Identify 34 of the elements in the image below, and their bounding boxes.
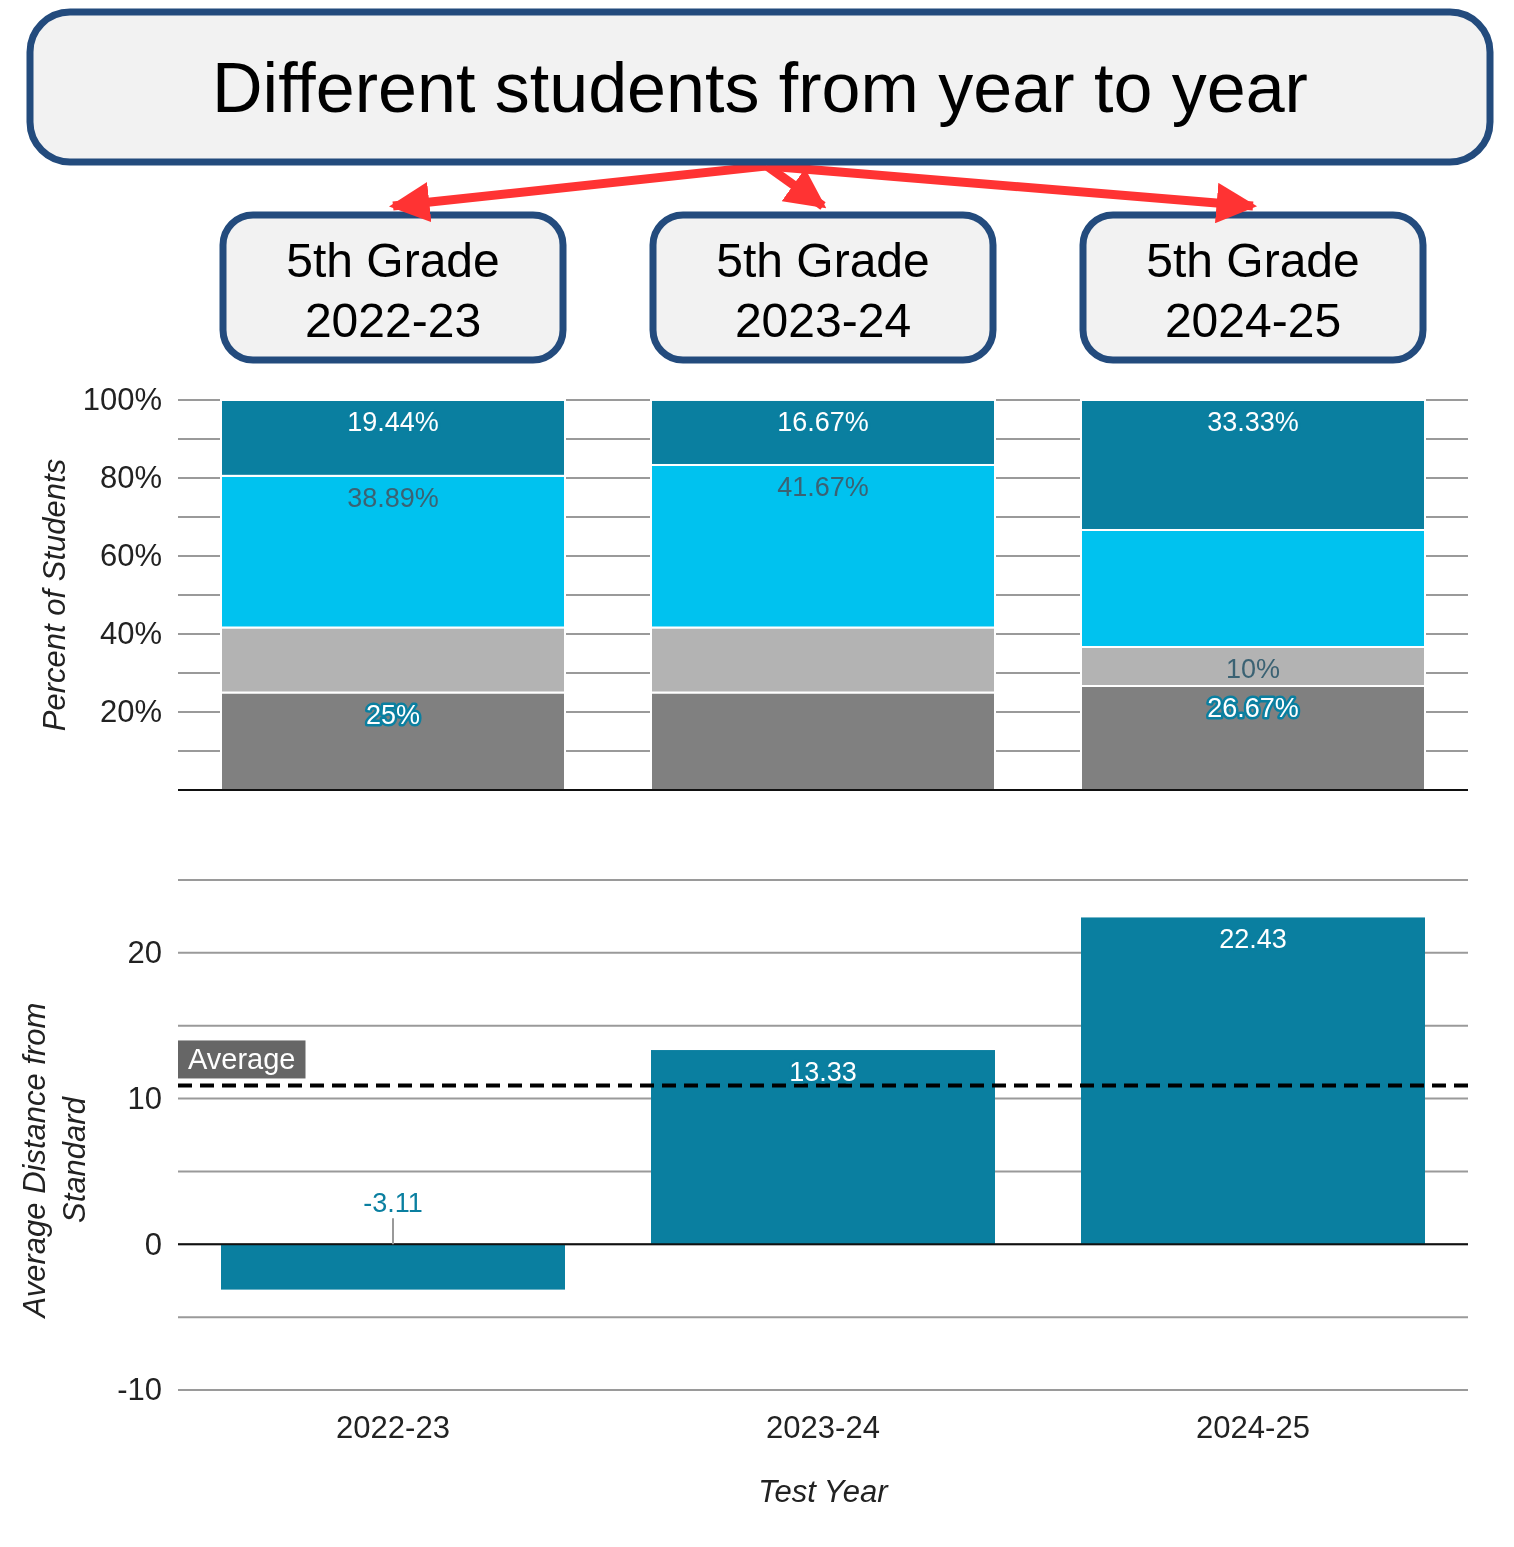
data-label: 19.44%	[347, 407, 439, 437]
data-label: 10%	[1225, 653, 1281, 684]
data-label: 38.89%	[347, 482, 439, 513]
y-tick-label: 60%	[99, 538, 162, 574]
y-tick-label: 40%	[99, 616, 162, 652]
text-box: Different students from year to year	[26, 8, 1494, 166]
callout-box: 5th Grade 2024-25	[1079, 211, 1427, 364]
data-label: 41.67%	[777, 471, 869, 502]
data-label: -3.11	[363, 1188, 423, 1219]
bar	[1081, 917, 1425, 1245]
y-tick-label: 20	[127, 935, 162, 971]
x-tick-label: 2022-23	[336, 1410, 450, 1446]
data-label: 33.33%	[1207, 407, 1299, 437]
data-label: 16.67%	[777, 406, 869, 437]
data-label: 13.33	[789, 1057, 857, 1088]
x-tick-label: 2024-25	[1196, 1410, 1310, 1446]
y-tick-label: 20%	[99, 694, 162, 730]
callout-box: 5th Grade 2022-23	[219, 211, 567, 364]
x-tick-label: 2023-24	[766, 1410, 880, 1446]
data-label: 25%	[365, 699, 421, 730]
bar	[221, 1244, 565, 1290]
data-label: 22.43	[1219, 924, 1287, 955]
y-tick-label: 80%	[99, 460, 162, 496]
y-tick-label: -10	[117, 1372, 162, 1408]
y-axis-title: Average Distance from Standard	[17, 1002, 92, 1320]
ref-line-label: Average	[188, 1043, 296, 1076]
y-axis-title: Percent of Students	[37, 458, 72, 732]
y-tick-label: 10	[127, 1080, 162, 1116]
y-tick-label: 0	[144, 1226, 162, 1262]
x-axis-title: Test Year	[758, 1474, 890, 1509]
y-tick-label: 100%	[82, 382, 162, 418]
data-label: 26.67%	[1207, 692, 1299, 723]
bar	[651, 1050, 995, 1245]
callout-box: 5th Grade 2023-24	[649, 211, 997, 364]
